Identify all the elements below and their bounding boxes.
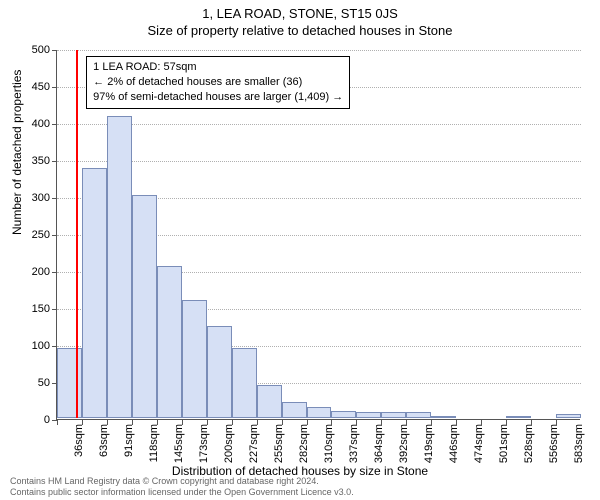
- ytick-mark: [52, 87, 57, 88]
- histogram-bar: [57, 348, 82, 418]
- xtick-mark: [356, 420, 357, 425]
- annotation-line1: 1 LEA ROAD: 57sqm: [93, 60, 343, 75]
- xtick-mark: [556, 420, 557, 425]
- histogram-bar: [431, 416, 456, 418]
- xtick-mark: [207, 420, 208, 425]
- xtick-mark: [456, 420, 457, 425]
- ytick-mark: [52, 198, 57, 199]
- histogram-bar: [82, 168, 107, 418]
- ytick-label: 500: [20, 44, 50, 56]
- xtick-label: 474sqm: [473, 424, 485, 463]
- footer-attribution: Contains HM Land Registry data © Crown c…: [10, 476, 354, 498]
- xtick-mark: [307, 420, 308, 425]
- xtick-mark: [107, 420, 108, 425]
- histogram-bar: [182, 300, 207, 418]
- histogram-bar: [107, 116, 132, 418]
- ytick-label: 300: [20, 192, 50, 204]
- histogram-bar: [307, 407, 332, 418]
- ytick-label: 50: [20, 377, 50, 389]
- xtick-mark: [406, 420, 407, 425]
- xtick-mark: [331, 420, 332, 425]
- ytick-label: 0: [20, 414, 50, 426]
- xtick-label: 528sqm: [523, 424, 535, 463]
- ytick-mark: [52, 161, 57, 162]
- xtick-label: 310sqm: [323, 424, 335, 463]
- xtick-label: 173sqm: [198, 424, 210, 463]
- histogram-bar: [331, 411, 356, 418]
- xtick-mark: [506, 420, 507, 425]
- ytick-mark: [52, 50, 57, 51]
- ytick-mark: [52, 235, 57, 236]
- xtick-mark: [57, 420, 58, 425]
- xtick-mark: [381, 420, 382, 425]
- xtick-label: 556sqm: [548, 424, 560, 463]
- chart-title-main: 1, LEA ROAD, STONE, ST15 0JS: [0, 0, 600, 21]
- histogram-bar: [556, 414, 581, 418]
- xtick-mark: [182, 420, 183, 425]
- annotation-line3: 97% of semi-detached houses are larger (…: [93, 90, 343, 105]
- plot-area: 05010015020025030035040045050036sqm63sqm…: [56, 50, 580, 420]
- footer-line2: Contains public sector information licen…: [10, 487, 354, 498]
- ytick-label: 100: [20, 340, 50, 352]
- xtick-label: 118sqm: [148, 424, 160, 462]
- xtick-mark: [232, 420, 233, 425]
- annotation-box: 1 LEA ROAD: 57sqm← 2% of detached houses…: [86, 56, 350, 109]
- ytick-label: 250: [20, 229, 50, 241]
- histogram-bar: [406, 412, 431, 418]
- histogram-bar: [282, 402, 307, 418]
- histogram-bar: [257, 385, 282, 418]
- xtick-mark: [431, 420, 432, 425]
- histogram-bar: [207, 326, 232, 419]
- chart-title-sub: Size of property relative to detached ho…: [0, 21, 600, 38]
- xtick-mark: [257, 420, 258, 425]
- histogram-bar: [381, 412, 406, 418]
- xtick-label: 583sqm: [573, 424, 585, 463]
- xtick-label: 446sqm: [448, 424, 460, 463]
- xtick-label: 200sqm: [223, 424, 235, 463]
- footer-line1: Contains HM Land Registry data © Crown c…: [10, 476, 354, 487]
- xtick-label: 337sqm: [348, 424, 360, 463]
- chart-container: 1, LEA ROAD, STONE, ST15 0JS Size of pro…: [0, 0, 600, 500]
- ytick-label: 200: [20, 266, 50, 278]
- xtick-label: 501sqm: [498, 424, 510, 463]
- annotation-line2: ← 2% of detached houses are smaller (36): [93, 75, 343, 90]
- ytick-mark: [52, 272, 57, 273]
- ytick-mark: [52, 124, 57, 125]
- ytick-mark: [52, 309, 57, 310]
- ytick-label: 350: [20, 155, 50, 167]
- ytick-label: 450: [20, 81, 50, 93]
- xtick-label: 63sqm: [98, 424, 110, 457]
- xtick-label: 227sqm: [248, 424, 260, 463]
- xtick-mark: [132, 420, 133, 425]
- histogram-bar: [506, 416, 531, 418]
- xtick-label: 255sqm: [273, 424, 285, 463]
- xtick-label: 282sqm: [298, 424, 310, 463]
- xtick-mark: [481, 420, 482, 425]
- y-axis-label: Number of detached properties: [10, 70, 24, 235]
- reference-line: [76, 50, 78, 418]
- ytick-label: 400: [20, 118, 50, 130]
- xtick-label: 419sqm: [423, 424, 435, 463]
- xtick-mark: [282, 420, 283, 425]
- xtick-label: 91sqm: [123, 424, 135, 457]
- xtick-label: 364sqm: [373, 424, 385, 463]
- gridline: [57, 161, 581, 162]
- chart-area: 05010015020025030035040045050036sqm63sqm…: [56, 50, 580, 420]
- xtick-mark: [82, 420, 83, 425]
- ytick-label: 150: [20, 303, 50, 315]
- xtick-mark: [157, 420, 158, 425]
- histogram-bar: [356, 412, 381, 418]
- xtick-label: 36sqm: [73, 424, 85, 457]
- histogram-bar: [232, 348, 257, 418]
- histogram-bar: [132, 195, 157, 418]
- xtick-mark: [531, 420, 532, 425]
- histogram-bar: [157, 266, 182, 418]
- xtick-label: 145sqm: [173, 424, 185, 463]
- gridline: [57, 50, 581, 51]
- gridline: [57, 124, 581, 125]
- xtick-label: 392sqm: [398, 424, 410, 463]
